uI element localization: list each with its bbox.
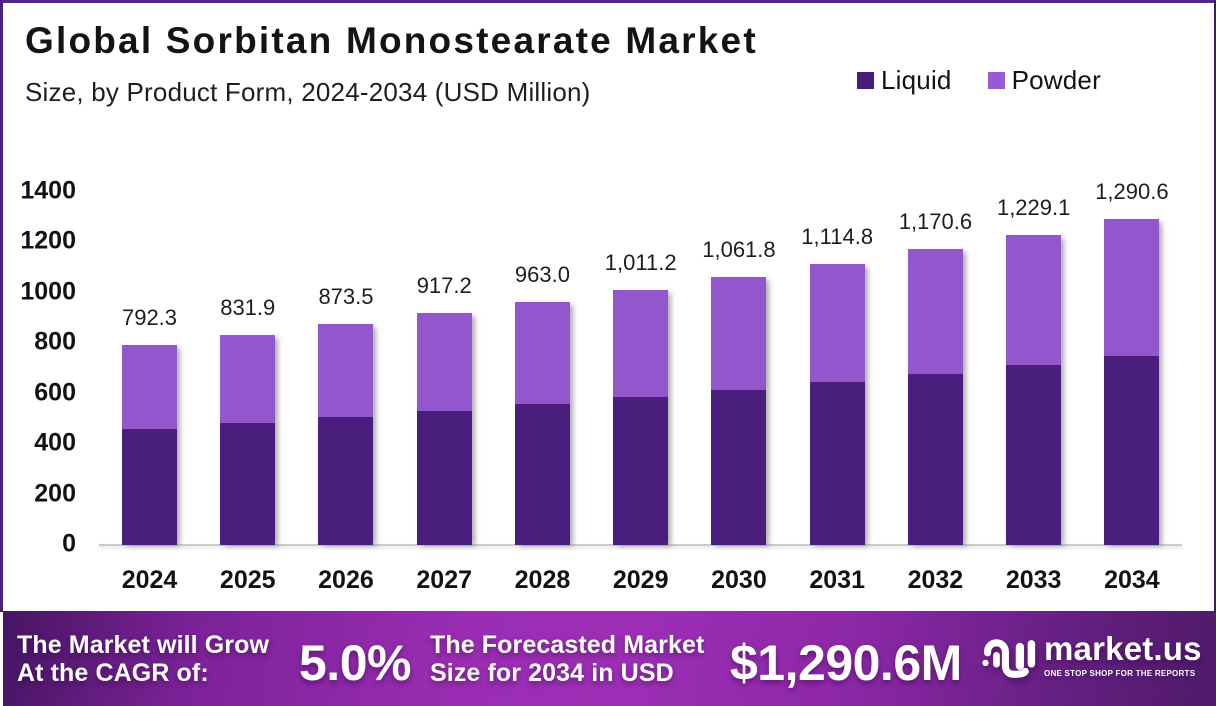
x-axis-label-2027: 2027 <box>416 566 473 594</box>
bar-2031-liquid-segment <box>809 382 865 545</box>
bar-2026-liquid-segment <box>318 417 374 545</box>
bar-value-label-2026: 873.5 <box>318 284 374 310</box>
brand-text-column: market.us ONE STOP SHOP FOR THE REPORTS <box>1044 630 1202 679</box>
bar-2024-powder-segment <box>122 344 177 430</box>
frame-border-right <box>1214 0 1216 612</box>
forecast-value: $1,290.6M <box>730 635 962 691</box>
frame-border-left <box>0 0 3 612</box>
bar-value-label-2032: 1,170.6 <box>898 209 973 235</box>
x-axis-label-2026: 2026 <box>318 566 374 594</box>
bar-2025 <box>220 334 276 545</box>
bar-2030-liquid-segment <box>711 389 767 545</box>
bar-value-label-2033: 1,229.1 <box>996 194 1071 220</box>
stacked-bar-chart: 0 200 400 600 800 1000 1200 1400 792.3 2024 831.9 2… <box>20 176 1182 594</box>
bar-2027-powder-segment <box>416 313 472 412</box>
y-axis-tick-label: 0 <box>62 529 76 558</box>
bar-2032-liquid-segment <box>907 374 963 545</box>
bar-2027-liquid-segment <box>416 411 472 545</box>
forecast-label: The Forecasted Market Size for 2034 in US… <box>430 631 704 687</box>
x-axis-label-2025: 2025 <box>219 566 276 594</box>
y-axis-tick-label: 200 <box>34 479 76 507</box>
forecast-label-line2: Size for 2034 in USD <box>430 659 674 687</box>
bar-2029-powder-segment <box>613 289 669 398</box>
x-axis-label-2034: 2034 <box>1104 566 1160 594</box>
bar-value-label-2034: 1,290.6 <box>1095 179 1169 205</box>
bar-2028-powder-segment <box>514 301 570 405</box>
x-axis-label-2028: 2028 <box>514 566 571 594</box>
bar-value-label-2028: 963.0 <box>514 261 570 287</box>
y-axis-tick-label: 1200 <box>20 226 76 255</box>
bar-2028-liquid-segment <box>514 404 570 545</box>
bar-value-label-2031: 1,114.8 <box>801 223 874 249</box>
brand-name: market.us <box>1044 630 1202 667</box>
bar-2034-powder-segment <box>1104 219 1160 357</box>
cagr-label-line1: The Market will Grow <box>17 631 270 659</box>
bar-value-label-2027: 917.2 <box>416 273 472 299</box>
cagr-label: The Market will Grow At the CAGR of: <box>17 631 269 687</box>
bar-2027 <box>416 313 472 545</box>
y-axis-tick-label: 800 <box>34 327 76 356</box>
x-axis-label-2029: 2029 <box>612 566 669 594</box>
legend-item-liquid: Liquid <box>857 65 952 96</box>
x-axis-label-2030: 2030 <box>711 566 767 594</box>
cagr-label-line2: At the CAGR of: <box>17 659 209 687</box>
bar-2034-liquid-segment <box>1104 356 1160 545</box>
forecast-label-line1: The Forecasted Market <box>430 631 705 659</box>
brand-tagline: ONE STOP SHOP FOR THE REPORTS <box>1044 669 1196 678</box>
bar-2033-powder-segment <box>1006 234 1062 366</box>
footer-banner <box>2 611 1216 706</box>
y-axis-tick-label: 1400 <box>20 176 76 204</box>
bar-2032 <box>907 249 963 545</box>
y-axis-tick-label: 600 <box>34 378 76 406</box>
x-axis-label-2031: 2031 <box>809 566 865 594</box>
legend-item-powder: Powder <box>987 65 1101 96</box>
bar-value-label-2024: 792.3 <box>121 304 178 330</box>
bar-2030-powder-segment <box>711 276 767 390</box>
bar-2033-liquid-segment <box>1006 365 1062 545</box>
bar-value-label-2030: 1,061.8 <box>702 236 776 262</box>
bar-2029 <box>613 289 669 545</box>
x-axis-label-2024: 2024 <box>121 566 178 594</box>
bar-2026-powder-segment <box>318 324 374 418</box>
bar-2026 <box>318 324 374 545</box>
bar-2025-powder-segment <box>220 334 276 424</box>
bar-2032-powder-segment <box>907 249 963 374</box>
legend-label-liquid: Liquid <box>881 65 952 95</box>
market-us-logo-icon <box>982 639 1036 678</box>
bar-2029-liquid-segment <box>613 397 669 545</box>
legend-swatch-liquid <box>857 72 874 89</box>
bar-2034 <box>1104 219 1160 545</box>
bar-2031 <box>809 263 865 545</box>
legend-swatch-powder <box>987 72 1005 89</box>
x-axis-label-2032: 2032 <box>907 566 964 594</box>
bar-2031-powder-segment <box>809 263 865 383</box>
bar-2024 <box>122 344 177 545</box>
bar-2030 <box>711 276 767 545</box>
y-axis-tick-label: 400 <box>34 428 76 457</box>
x-axis-line <box>99 544 1182 546</box>
page-title: Global Sorbitan Monostearate Market <box>25 20 758 61</box>
market-us-brand: market.us ONE STOP SHOP FOR THE REPORTS <box>982 630 1202 690</box>
bar-value-label-2025: 831.9 <box>220 294 276 320</box>
bar-2025-liquid-segment <box>220 423 276 545</box>
frame-border-top <box>0 0 1216 3</box>
bar-2033 <box>1006 234 1062 545</box>
legend: Liquid Powder <box>857 65 1101 96</box>
bar-value-label-2029: 1,011.2 <box>604 249 677 275</box>
bar-2024-liquid-segment <box>122 429 177 545</box>
bar-2028 <box>514 301 570 545</box>
cagr-value: 5.0% <box>299 635 411 691</box>
legend-label-powder: Powder <box>1011 65 1101 95</box>
y-axis-tick-label: 1000 <box>20 277 76 305</box>
page-subtitle: Size, by Product Form, 2024-2034 (USD Mi… <box>25 77 591 107</box>
x-axis-label-2033: 2033 <box>1005 566 1062 594</box>
